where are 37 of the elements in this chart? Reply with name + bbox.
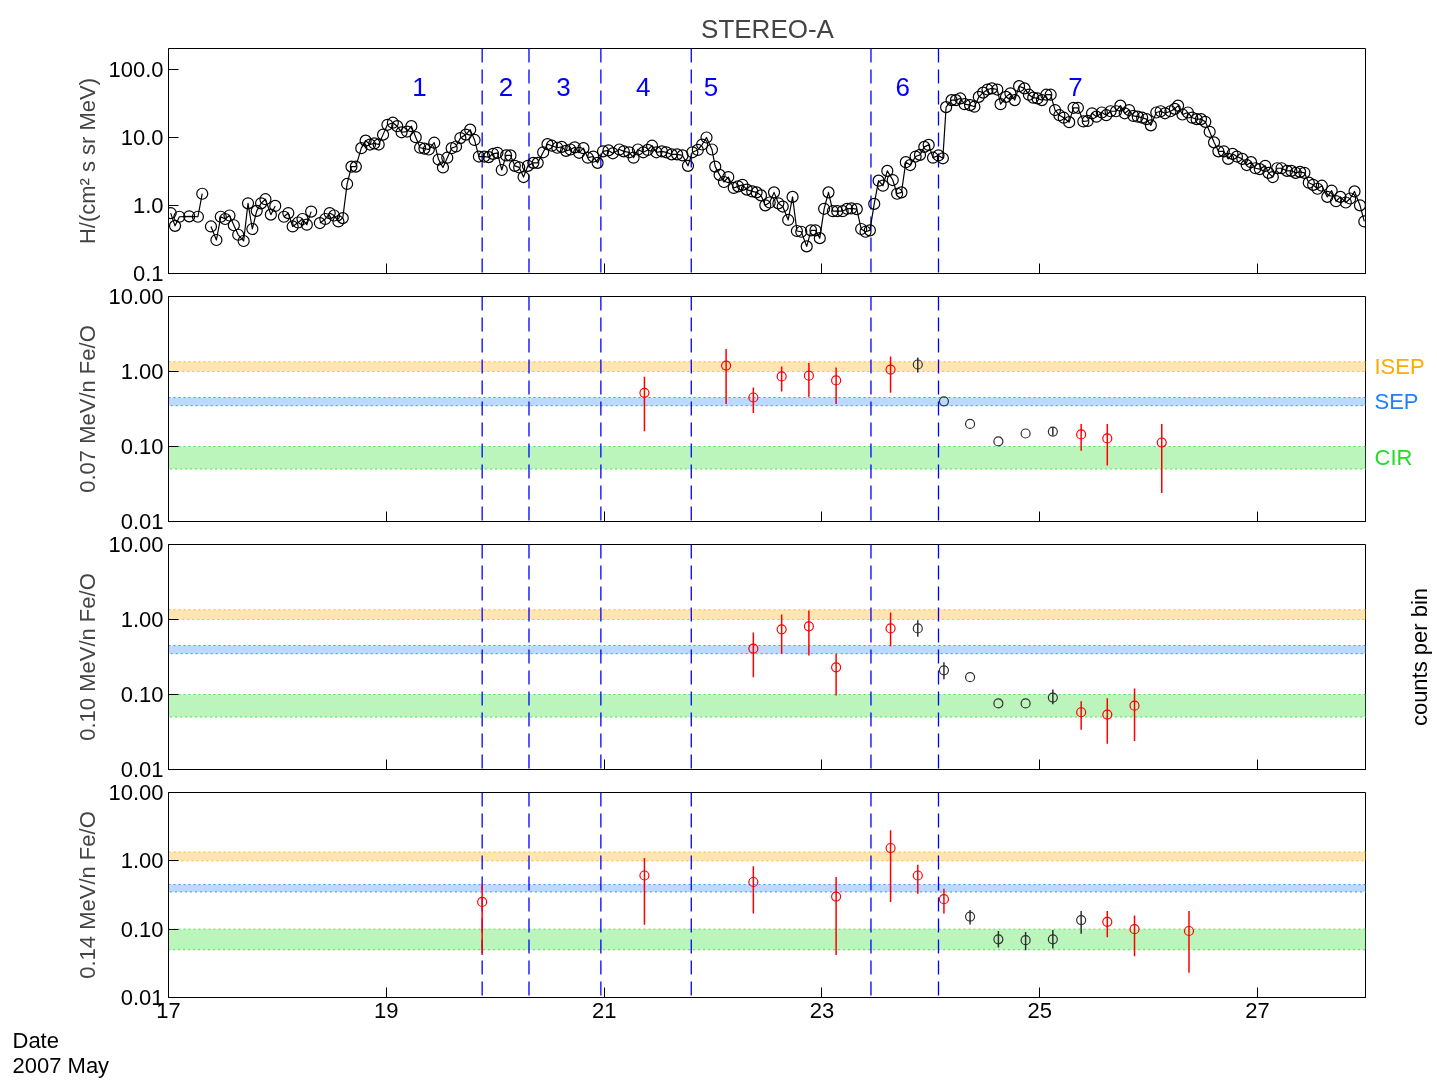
- y-tick-label: 1.00: [120, 848, 164, 874]
- band-label: CIR: [1374, 445, 1413, 471]
- band-label: ISEP: [1374, 354, 1425, 380]
- annotation: 6: [895, 71, 910, 102]
- annotation: 5: [703, 71, 719, 102]
- x-tick-label: 21: [591, 997, 617, 1023]
- y-tick-label: 10.0: [120, 124, 164, 150]
- annotation: 7: [1068, 71, 1083, 102]
- y-tick-label: 10.00: [108, 780, 164, 805]
- y-axis-title: 0.14 MeV/n Fe/O: [75, 811, 101, 979]
- annotation: 3: [556, 71, 571, 102]
- y-axis-title: 0.10 MeV/n Fe/O: [75, 573, 101, 741]
- y-axis-title: 0.07 MeV/n Fe/O: [75, 325, 101, 493]
- band-label: SEP: [1374, 389, 1419, 415]
- annotation: 2: [498, 71, 514, 102]
- annotation: 4: [636, 71, 651, 102]
- y-tick-label: 0.10: [120, 916, 164, 942]
- x-tick-label: 23: [809, 997, 835, 1023]
- y-tick-label: 0.1: [132, 261, 164, 286]
- y-tick-label: 1.0: [132, 192, 164, 218]
- y-tick-label: 100.0: [108, 56, 164, 82]
- y-tick-label: 0.01: [120, 509, 164, 534]
- y-tick-label: 1.00: [120, 359, 164, 384]
- y-tick-label: 1.00: [120, 607, 164, 632]
- text: counts per bin: [1407, 587, 1433, 727]
- y-tick-label: 0.10: [120, 434, 164, 459]
- x-axis-title: Date 2007 May: [12, 1027, 110, 1078]
- x-tick-label: 27: [1245, 997, 1270, 1023]
- y-tick-label: 10.00: [108, 284, 164, 309]
- y-tick-label: 0.01: [120, 757, 164, 782]
- annotation: 1: [412, 71, 427, 102]
- y-tick-label: 0.10: [120, 682, 164, 707]
- x-tick-label: 25: [1027, 997, 1053, 1023]
- y-tick-label: 10.00: [108, 532, 164, 557]
- y-axis-title: H/(cm² s sr MeV): [75, 77, 101, 245]
- x-tick-label: 19: [374, 997, 399, 1023]
- chart-title: STEREO-A: [701, 13, 835, 44]
